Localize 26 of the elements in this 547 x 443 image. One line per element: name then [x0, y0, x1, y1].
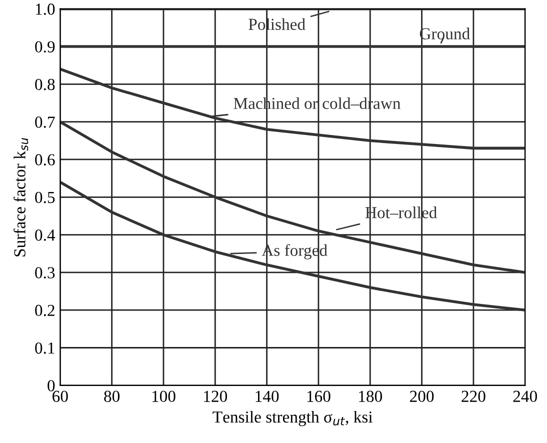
y-tick-label: 0.8: [35, 78, 55, 90]
x-axis-title: Tensile strength σ$_{ut}$, ksi: [212, 410, 373, 426]
y-tick-label: 0.5: [35, 192, 55, 204]
x-tick-label: 180: [359, 390, 382, 402]
y-tick-label: 0.1: [35, 342, 54, 354]
x-tick-label: 120: [204, 390, 228, 402]
x-tick-label: 80: [104, 390, 120, 402]
line-series: [60, 180, 526, 312]
x-tick-label: 60: [52, 390, 68, 402]
y-tick-label: 0.7: [35, 116, 55, 128]
x-tick-label: 140: [256, 390, 279, 402]
y-tick-label: 0.3: [35, 267, 55, 278]
y-axis-title: Surface factor k$_{su}$: [14, 138, 28, 256]
x-tick-label: 240: [513, 390, 537, 402]
y-tick-label: 0.6: [35, 154, 55, 166]
x-tick-label: 160: [307, 390, 330, 402]
x-tick-label: 220: [462, 390, 486, 402]
y-tick-label: 0.4: [35, 229, 56, 241]
line-series: [60, 120, 526, 274]
x-tick-label: 100: [152, 390, 176, 402]
x-tick-label: 200: [410, 390, 434, 402]
y-tick-label: 0: [48, 380, 55, 392]
y-tick-label: 1.0: [36, 4, 55, 15]
y-tick-label: 0.9: [35, 41, 55, 53]
line-series: [60, 68, 526, 150]
y-tick-label: 0.2: [35, 304, 54, 316]
